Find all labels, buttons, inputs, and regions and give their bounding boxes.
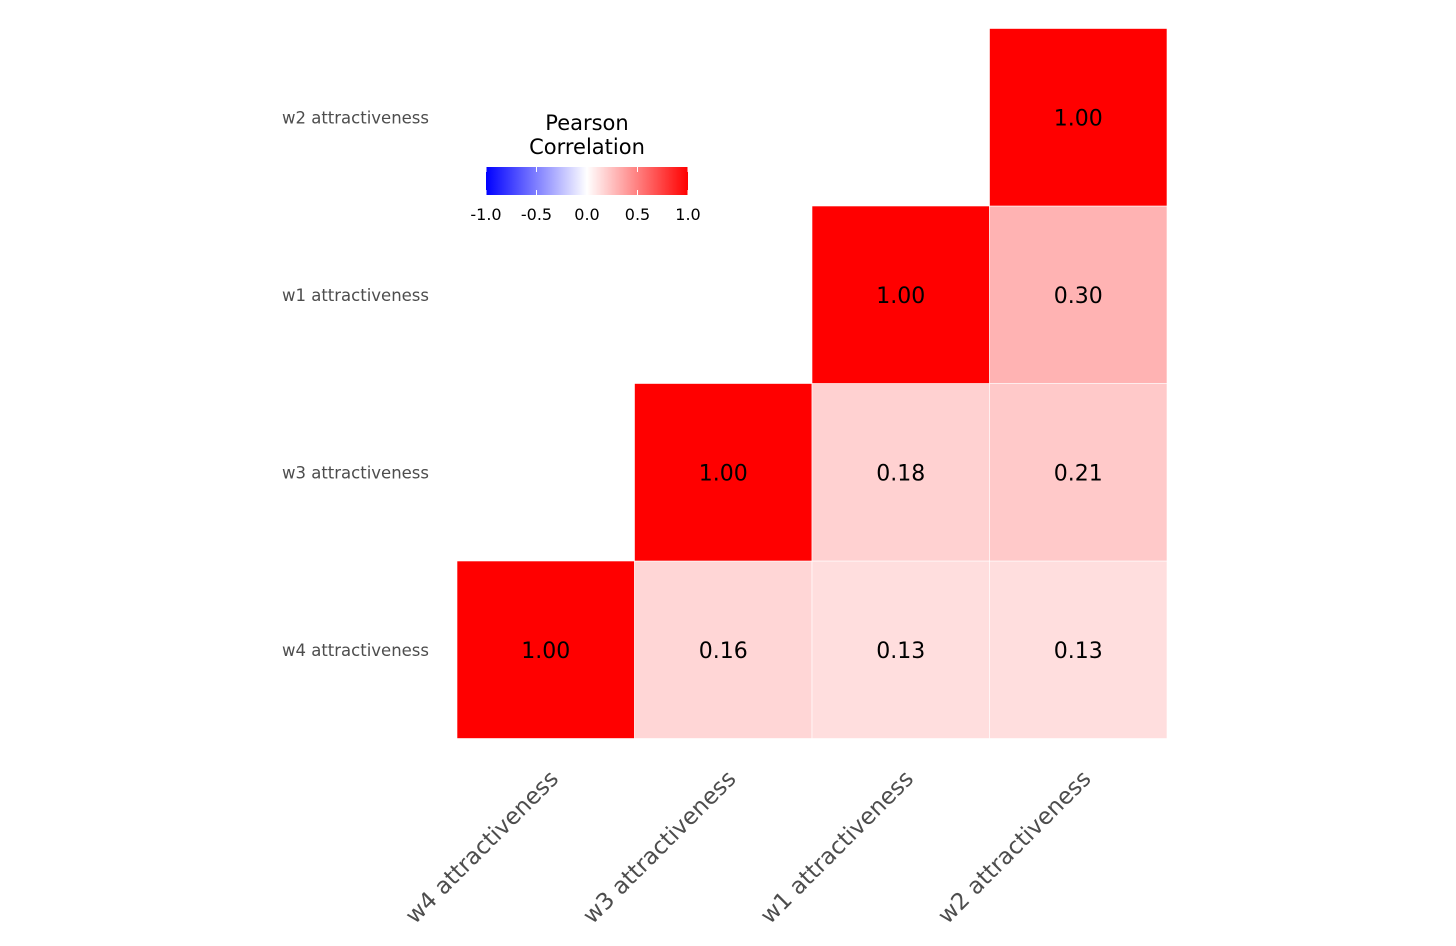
cell-value-label: 0.18 [876, 461, 925, 486]
heatmap-value-labels: 1.00 0.16 0.13 0.13 1.00 0.18 0.21 1.00 0.30 1.00 [521, 106, 1102, 664]
cell-value-label: 0.13 [876, 639, 925, 664]
heatmap-cell-w2-attractiveness-w4-attractiveness [989, 560, 1168, 739]
y-tick-label: w2 attractiveness [282, 108, 429, 127]
heatmap-cell-w1-attractiveness-w1-attractiveness [811, 205, 990, 384]
y-tick-label: w3 attractiveness [282, 463, 429, 482]
heatmap-cell-w3-attractiveness-w3-attractiveness [634, 383, 813, 562]
heatmap-cell-w3-attractiveness-w4-attractiveness [634, 560, 813, 739]
cell-value-label: 1.00 [876, 284, 925, 309]
legend-tick-label: -0.5 [521, 205, 552, 224]
cell-value-label: 1.00 [521, 639, 570, 664]
legend-tick-label: -1.0 [470, 205, 501, 224]
x-tick-label: w2 attractiveness [933, 766, 1096, 929]
legend-title-line-1: Pearson [545, 111, 628, 135]
cell-value-label: 0.21 [1054, 461, 1103, 486]
y-axis-labels: w4 attractiveness w3 attractiveness w1 att… [282, 108, 429, 660]
heatmap-cell-w2-attractiveness-w2-attractiveness [989, 28, 1168, 207]
x-tick-label: w3 attractiveness [578, 766, 741, 929]
heatmap-cell-w4-attractiveness-w4-attractiveness [456, 560, 635, 739]
x-tick-label: w4 attractiveness [401, 766, 564, 929]
heatmap-cell-w1-attractiveness-w3-attractiveness [811, 383, 990, 562]
cell-value-label: 0.13 [1054, 639, 1103, 664]
cell-value-label: 0.30 [1054, 284, 1103, 309]
x-axis-labels: w4 attractiveness w3 attractiveness w1 att… [401, 766, 1097, 929]
legend-ticks: -1.0 -0.5 0.0 0.5 1.0 [470, 167, 701, 224]
legend-title-line-2: Correlation [529, 135, 645, 159]
cell-value-label: 1.00 [1054, 106, 1103, 131]
legend-tick-label: 0.0 [574, 205, 599, 224]
legend-tick-label: 0.5 [625, 205, 650, 224]
y-tick-label: w1 attractiveness [282, 286, 429, 305]
y-tick-label: w4 attractiveness [282, 641, 429, 660]
legend-tick-label: 1.0 [675, 205, 700, 224]
x-tick-label: w1 attractiveness [756, 766, 919, 929]
heatmap-cell-w2-attractiveness-w3-attractiveness [989, 383, 1168, 562]
color-legend: Pearson Correlation -1.0 -0.5 0.0 0.5 1.0 [470, 111, 700, 224]
cell-value-label: 0.16 [699, 639, 748, 664]
heatmap-cell-w2-attractiveness-w1-attractiveness [989, 205, 1168, 384]
cell-value-label: 1.00 [699, 461, 748, 486]
heatmap-cells [456, 28, 1168, 739]
